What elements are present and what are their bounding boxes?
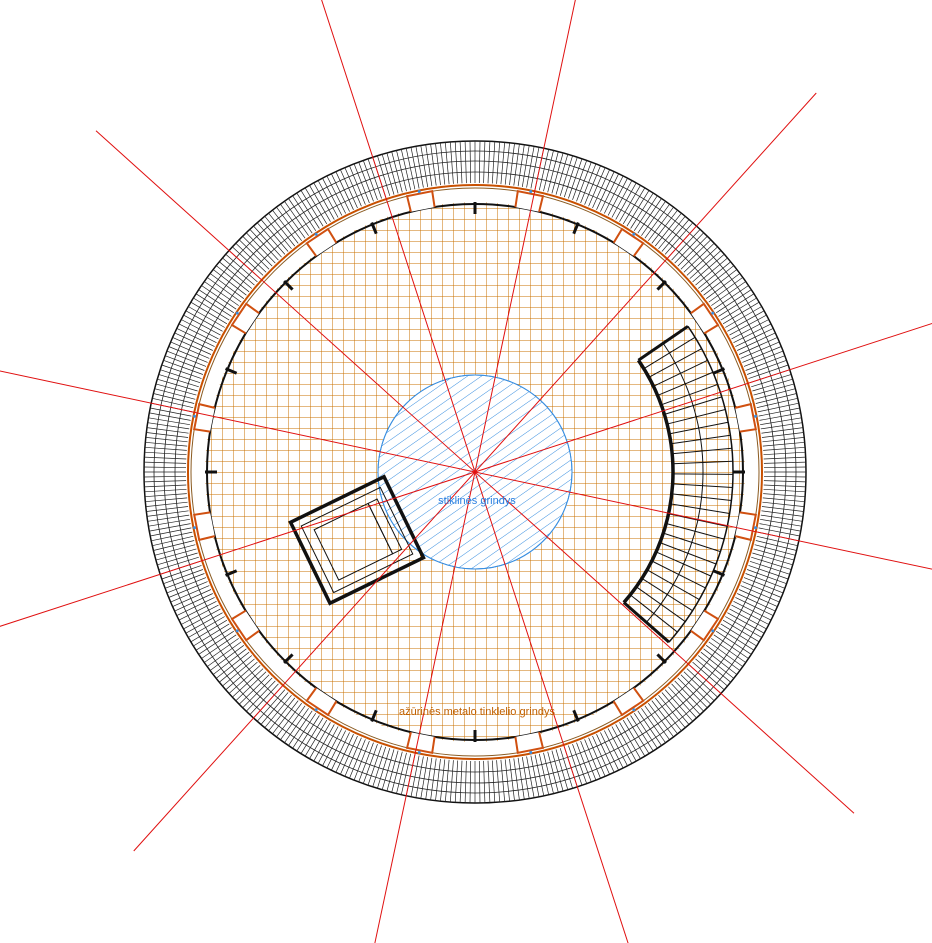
niche-glass (314, 232, 318, 236)
column (370, 221, 378, 235)
stair-step (664, 396, 722, 415)
stair-step (672, 483, 733, 488)
column (370, 709, 378, 723)
niche-glass (417, 189, 421, 193)
niche (405, 190, 436, 213)
niche-glass (711, 311, 715, 315)
brick-course (174, 171, 776, 773)
stair-step (636, 586, 686, 622)
stair-step (646, 569, 700, 600)
niche (405, 731, 436, 754)
niche-glass (632, 708, 636, 712)
column (224, 367, 238, 375)
stair-step (659, 542, 717, 565)
niche-glass (529, 189, 533, 193)
wall-niches (192, 189, 758, 755)
column (712, 367, 726, 375)
column (712, 569, 726, 577)
niche-glass (192, 526, 196, 530)
stairs (622, 325, 734, 644)
niche-glass (754, 414, 758, 418)
stair-step (672, 460, 733, 465)
niche-glass (529, 751, 533, 755)
column (572, 709, 580, 723)
niche (734, 402, 757, 433)
elevator-shaft (300, 486, 414, 594)
column (283, 280, 294, 291)
brick-course (163, 160, 787, 784)
stair-step (657, 371, 714, 396)
column (572, 221, 580, 235)
column (656, 653, 667, 664)
niche-glass (417, 751, 421, 755)
niche-glass (711, 629, 715, 633)
stair-step (655, 551, 712, 577)
niche (612, 687, 645, 717)
niche-glass (235, 629, 239, 633)
axis-line (95, 130, 855, 814)
niche-glass (235, 311, 239, 315)
stair-step (651, 560, 706, 589)
stair-step (672, 447, 732, 455)
niche (305, 227, 338, 257)
niche-glass (632, 232, 636, 236)
ring-edge (187, 184, 763, 760)
stair-step (661, 383, 718, 406)
niche (193, 402, 216, 433)
stair-step (622, 601, 670, 644)
mesh-floor-label: ažūrinės metalo tinklelio grindys (399, 706, 555, 718)
column (656, 280, 667, 291)
brick-hatch (143, 140, 807, 804)
niche-glass (754, 526, 758, 530)
glass-floor-label: stiklinės grindys (438, 495, 516, 507)
niche (230, 609, 260, 642)
stair-arc (668, 325, 734, 643)
stair-step (670, 434, 731, 445)
stair-step (643, 336, 696, 370)
column (224, 569, 238, 577)
stair-step (663, 532, 721, 553)
elevator-door (367, 498, 403, 555)
column (283, 653, 294, 664)
niche (193, 511, 216, 542)
niche (230, 302, 260, 335)
niche (305, 687, 338, 717)
niche (612, 227, 645, 257)
stair-step (671, 493, 732, 502)
brick-course (153, 150, 797, 794)
niche-glass (314, 708, 318, 712)
stair-step (669, 421, 729, 435)
niche (734, 511, 757, 542)
niche (514, 731, 545, 754)
ring-edge (190, 187, 760, 757)
stair-step (653, 359, 708, 387)
stair-arc (622, 359, 675, 604)
niche-glass (192, 414, 196, 418)
stair-step (637, 325, 689, 362)
stair-step (668, 513, 728, 527)
stair-step (666, 409, 726, 425)
stair-step (629, 594, 678, 633)
stair-step (670, 503, 730, 514)
stair-step (672, 473, 733, 475)
stair-step (666, 523, 725, 540)
niche (690, 302, 720, 335)
stair-step (641, 578, 693, 612)
stair-step (648, 348, 702, 378)
niche (514, 190, 545, 213)
niche (690, 609, 720, 642)
